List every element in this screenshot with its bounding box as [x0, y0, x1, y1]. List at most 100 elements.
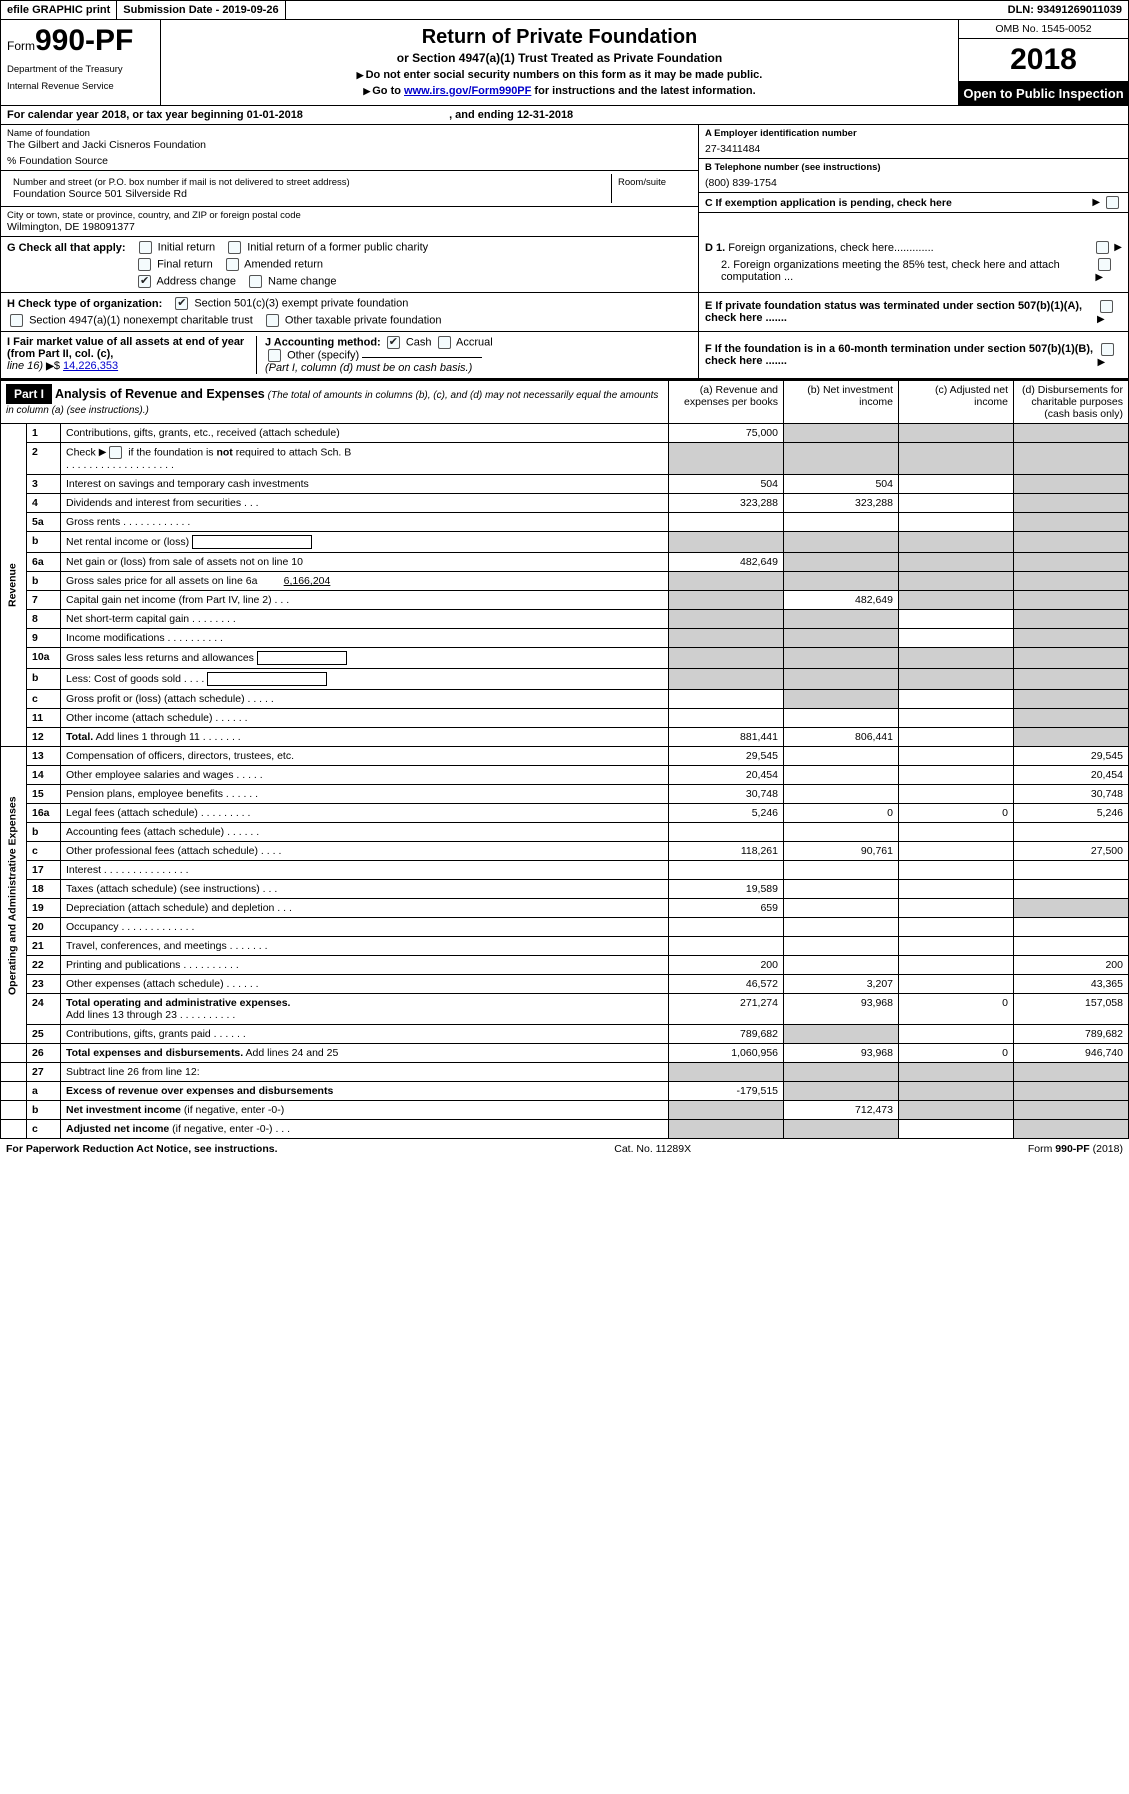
- phone-label: B Telephone number (see instructions): [705, 162, 1122, 173]
- d1-text: Foreign organizations, check here.......…: [728, 242, 933, 254]
- room-label: Room/suite: [618, 177, 686, 188]
- omb-number: OMB No. 1545-0052: [959, 20, 1128, 39]
- e-checkbox[interactable]: [1100, 300, 1113, 313]
- line-24: 24Total operating and administrative exp…: [1, 994, 1129, 1025]
- j-other-cb[interactable]: [268, 349, 281, 362]
- g-label: G Check all that apply:: [7, 242, 126, 254]
- calendar-year-row: For calendar year 2018, or tax year begi…: [0, 106, 1129, 125]
- line-2: 2 Check if the foundation is not require…: [1, 443, 1129, 475]
- revenue-side-label: Revenue: [1, 424, 27, 747]
- tax-year: 2018: [959, 39, 1128, 81]
- line-27c: cAdjusted net income (if negative, enter…: [1, 1120, 1129, 1139]
- line-27a: aExcess of revenue over expenses and dis…: [1, 1082, 1129, 1101]
- line-27: 27Subtract line 26 from line 12:: [1, 1063, 1129, 1082]
- year-end: 12-31-2018: [517, 109, 573, 121]
- city-label: City or town, state or province, country…: [7, 210, 692, 221]
- line-25: 25Contributions, gifts, grants paid . . …: [1, 1025, 1129, 1044]
- j-note: (Part I, column (d) must be on cash basi…: [265, 362, 472, 374]
- footer-mid: Cat. No. 11289X: [614, 1143, 691, 1155]
- open-to-public: Open to Public Inspection: [959, 81, 1128, 105]
- dln: DLN: 93491269011039: [1002, 1, 1128, 19]
- part1-title: Analysis of Revenue and Expenses: [55, 387, 265, 401]
- line-17: 17Interest . . . . . . . . . . . . . . .: [1, 861, 1129, 880]
- year-begin: 01-01-2018: [247, 109, 303, 121]
- dept-treasury: Department of the Treasury: [7, 64, 154, 75]
- info-block: Name of foundation The Gilbert and Jacki…: [0, 125, 1129, 237]
- line-14: 14Other employee salaries and wages . . …: [1, 766, 1129, 785]
- line-6a: 6aNet gain or (loss) from sale of assets…: [1, 553, 1129, 572]
- line-10b: bLess: Cost of goods sold . . . .: [1, 669, 1129, 690]
- line-6b: bGross sales price for all assets on lin…: [1, 572, 1129, 591]
- phone: (800) 839-1754: [705, 177, 1122, 189]
- g-initial-return-cb[interactable]: [139, 241, 152, 254]
- submission-date: Submission Date - 2019-09-26: [117, 1, 285, 19]
- city-state-zip: Wilmington, DE 198091377: [7, 221, 692, 233]
- line-16c: cOther professional fees (attach schedul…: [1, 842, 1129, 861]
- line-9: 9Income modifications . . . . . . . . . …: [1, 629, 1129, 648]
- line-20: 20Occupancy . . . . . . . . . . . . .: [1, 918, 1129, 937]
- topbar: efile GRAPHIC print Submission Date - 20…: [0, 0, 1129, 20]
- form-word: Form: [7, 39, 35, 53]
- g-name-change-cb[interactable]: [249, 275, 262, 288]
- j-label: J Accounting method:: [265, 336, 381, 348]
- h-e-row: H Check type of organization: Section 50…: [0, 293, 1129, 332]
- h-label: H Check type of organization:: [7, 298, 162, 310]
- part1-table: Part I Analysis of Revenue and Expenses …: [0, 380, 1129, 1139]
- form-subtitle: or Section 4947(a)(1) Trust Treated as P…: [169, 51, 950, 65]
- line-5a: 5aGross rents . . . . . . . . . . . .: [1, 513, 1129, 532]
- f-checkbox[interactable]: [1101, 343, 1114, 356]
- name-label: Name of foundation: [7, 128, 692, 139]
- line-27b: bNet investment income (if negative, ent…: [1, 1101, 1129, 1120]
- h-other-taxable-cb[interactable]: [266, 314, 279, 327]
- d2-text: 2. Foreign organizations meeting the 85%…: [705, 259, 1095, 283]
- line-10a: 10aGross sales less returns and allowanc…: [1, 648, 1129, 669]
- g-address-change-cb[interactable]: [138, 275, 151, 288]
- form-number: 990-PF: [35, 24, 133, 57]
- j-cash-cb[interactable]: [387, 336, 400, 349]
- ein-label: A Employer identification number: [705, 128, 1122, 139]
- note-link: Go to www.irs.gov/Form990PF for instruct…: [169, 85, 950, 97]
- addr-label: Number and street (or P.O. box number if…: [13, 177, 605, 188]
- c-exemption: C If exemption application is pending, c…: [705, 197, 952, 209]
- col-a-head: (a) Revenue and expenses per books: [669, 381, 784, 424]
- line-22: 22Printing and publications . . . . . . …: [1, 956, 1129, 975]
- part1-badge: Part I: [6, 384, 52, 404]
- foundation-name: The Gilbert and Jacki Cisneros Foundatio…: [7, 139, 692, 151]
- g-initial-public-cb[interactable]: [228, 241, 241, 254]
- line-8: 8Net short-term capital gain . . . . . .…: [1, 610, 1129, 629]
- line-16a: 16aLegal fees (attach schedule) . . . . …: [1, 804, 1129, 823]
- d2-checkbox[interactable]: [1098, 258, 1111, 271]
- line-16b: bAccounting fees (attach schedule) . . .…: [1, 823, 1129, 842]
- line-15: 15Pension plans, employee benefits . . .…: [1, 785, 1129, 804]
- form-header: Form990-PF Department of the Treasury In…: [0, 20, 1129, 106]
- l6b-value: 6,166,204: [260, 575, 330, 587]
- g-amended-cb[interactable]: [226, 258, 239, 271]
- l2-checkbox[interactable]: [109, 446, 122, 459]
- g-final-return-cb[interactable]: [138, 258, 151, 271]
- efile-label: efile GRAPHIC print: [1, 1, 117, 19]
- e-text: E If private foundation status was termi…: [705, 300, 1097, 324]
- line-4: 4Dividends and interest from securities …: [1, 494, 1129, 513]
- i-amount-link[interactable]: 14,226,353: [63, 360, 118, 372]
- line-19: 19Depreciation (attach schedule) and dep…: [1, 899, 1129, 918]
- line-7: 7Capital gain net income (from Part IV, …: [1, 591, 1129, 610]
- h-501c3-cb[interactable]: [175, 297, 188, 310]
- expenses-side-label: Operating and Administrative Expenses: [1, 747, 27, 1044]
- c-checkbox[interactable]: [1106, 196, 1119, 209]
- form-title: Return of Private Foundation: [169, 26, 950, 49]
- d1-checkbox[interactable]: [1096, 241, 1109, 254]
- line-21: 21Travel, conferences, and meetings . . …: [1, 937, 1129, 956]
- page-footer: For Paperwork Reduction Act Notice, see …: [0, 1139, 1129, 1159]
- line-13: Operating and Administrative Expenses 13…: [1, 747, 1129, 766]
- line-3: 3Interest on savings and temporary cash …: [1, 475, 1129, 494]
- line-11: 11Other income (attach schedule) . . . .…: [1, 709, 1129, 728]
- col-c-head: (c) Adjusted net income: [899, 381, 1014, 424]
- col-d-head: (d) Disbursements for charitable purpose…: [1014, 381, 1129, 424]
- instructions-link[interactable]: www.irs.gov/Form990PF: [404, 85, 531, 97]
- j-accrual-cb[interactable]: [438, 336, 451, 349]
- h-4947-cb[interactable]: [10, 314, 23, 327]
- g-d-row: G Check all that apply: Initial return I…: [0, 237, 1129, 293]
- i-label: I Fair market value of all assets at end…: [7, 336, 244, 360]
- street-address: Foundation Source 501 Silverside Rd: [13, 188, 605, 200]
- line-26: 26Total expenses and disbursements. Add …: [1, 1044, 1129, 1063]
